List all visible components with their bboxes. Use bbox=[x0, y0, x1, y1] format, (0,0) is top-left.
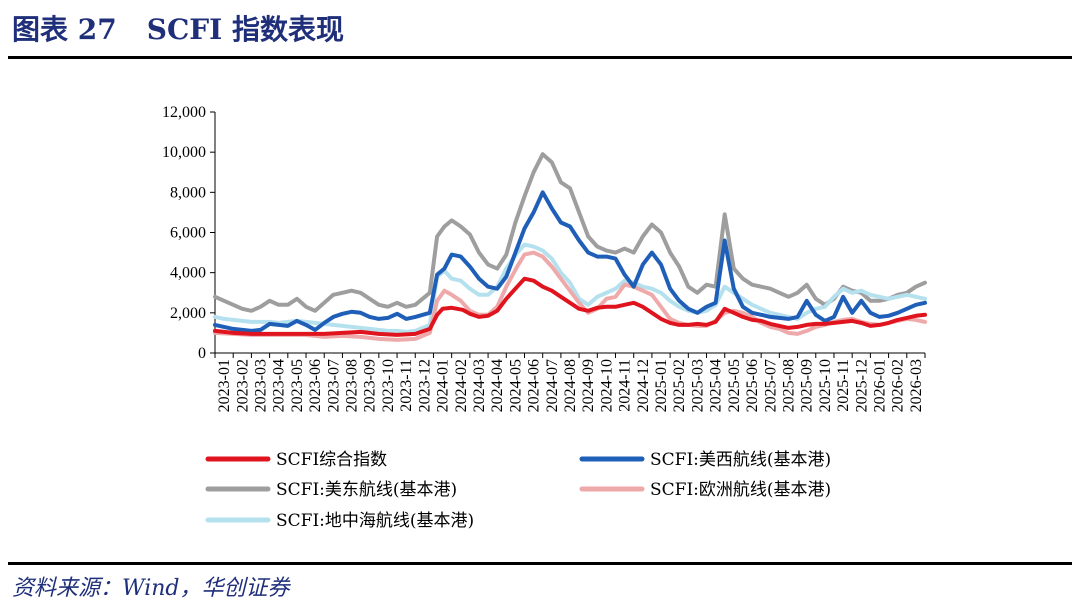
x-tick-label: 2023-06 bbox=[307, 359, 324, 412]
x-tick-label: 2024-08 bbox=[562, 359, 579, 412]
x-axis: 2023-01 2023-02 2023-03 2023-04 2023-05 2023-… bbox=[214, 352, 926, 412]
x-tick-label: 2023-12 bbox=[416, 359, 433, 412]
x-tick-label: 2024-11 bbox=[617, 359, 634, 412]
x-tick-label: 2024-03 bbox=[471, 359, 488, 412]
legend-label: SCFI:美东航线(基本港) bbox=[276, 480, 457, 500]
x-tick-label: 2026-03 bbox=[908, 359, 925, 412]
x-tick-label: 2025-05 bbox=[726, 359, 743, 412]
y-tick-label: 4,000 bbox=[170, 265, 206, 282]
x-tick-label: 2023-11 bbox=[398, 359, 415, 412]
x-tick-label: 2025-04 bbox=[708, 359, 725, 412]
x-tick-label: 2023-08 bbox=[344, 359, 361, 412]
y-axis: 0 2,000 4,000 6,000 8,000 10,000 12,000 bbox=[162, 104, 216, 362]
x-tick-label: 2023-05 bbox=[289, 359, 306, 412]
x-tick-label: 2025-02 bbox=[671, 359, 688, 412]
legend-label: SCFI:地中海航线(基本港) bbox=[276, 511, 474, 531]
series-line-1 bbox=[213, 190, 927, 333]
x-tick-label: 2025-01 bbox=[653, 359, 670, 412]
y-tick-label: 10,000 bbox=[162, 144, 206, 161]
legend: SCFI综合指数 SCFI:美西航线(基本港) SCFI:美东航线(基本港) SCFI… bbox=[205, 450, 831, 531]
x-tick-label: 2023-01 bbox=[216, 359, 233, 412]
x-tick-label: 2025-07 bbox=[762, 359, 779, 412]
x-tick-label: 2025-08 bbox=[780, 359, 797, 412]
series-line-4 bbox=[213, 242, 927, 334]
x-tick-label: 2025-12 bbox=[853, 359, 870, 412]
figure-header: 图表 27 SCFI 指数表现 bbox=[12, 8, 344, 48]
x-tick-label: 2025-03 bbox=[689, 359, 706, 412]
x-tick-label: 2023-09 bbox=[362, 359, 379, 412]
x-tick-label: 2023-10 bbox=[380, 359, 397, 412]
x-tick-label: 2023-07 bbox=[325, 359, 342, 412]
x-tick-label: 2023-04 bbox=[271, 359, 288, 412]
x-tick-label: 2024-12 bbox=[635, 359, 652, 412]
x-tick-label: 2025-11 bbox=[835, 359, 852, 412]
header-rule bbox=[8, 56, 1072, 59]
x-tick-label: 2026-01 bbox=[871, 359, 888, 412]
x-tick-label: 2024-04 bbox=[489, 359, 506, 412]
legend-label: SCFI综合指数 bbox=[276, 450, 387, 470]
y-tick-label: 12,000 bbox=[162, 104, 206, 121]
y-tick-label: 6,000 bbox=[170, 225, 206, 242]
y-tick-label: 8,000 bbox=[170, 184, 206, 201]
legend-label: SCFI:欧洲航线(基本港) bbox=[650, 480, 831, 500]
x-tick-label: 2024-09 bbox=[580, 359, 597, 412]
x-tick-label: 2024-05 bbox=[507, 359, 524, 412]
source-note: 资料来源：Wind，华创证券 bbox=[12, 576, 290, 601]
series-line-0 bbox=[213, 276, 927, 337]
x-tick-label: 2023-03 bbox=[253, 359, 270, 412]
x-tick-label: 2024-10 bbox=[598, 359, 615, 412]
series-layer bbox=[213, 152, 927, 342]
x-tick-label: 2025-09 bbox=[799, 359, 816, 412]
figure-label: 图表 27 bbox=[12, 13, 117, 46]
x-tick-label: 2024-07 bbox=[544, 359, 561, 412]
chart-title: SCFI 指数表现 bbox=[146, 13, 344, 46]
y-tick-label: 0 bbox=[198, 345, 206, 362]
x-tick-label: 2024-01 bbox=[435, 359, 452, 412]
footer-rule bbox=[8, 562, 1072, 565]
x-tick-label: 2025-06 bbox=[744, 359, 761, 412]
x-tick-label: 2026-02 bbox=[890, 359, 907, 412]
x-tick-label: 2025-10 bbox=[817, 359, 834, 412]
x-tick-label: 2024-06 bbox=[526, 359, 543, 412]
legend-label: SCFI:美西航线(基本港) bbox=[650, 450, 831, 470]
x-tick-label: 2024-02 bbox=[453, 359, 470, 412]
series-line-2 bbox=[213, 152, 927, 313]
x-tick-label: 2023-02 bbox=[234, 359, 251, 412]
line-chart: 0 2,000 4,000 6,000 8,000 10,000 12,000 2023-0… bbox=[162, 104, 927, 531]
y-tick-label: 2,000 bbox=[170, 305, 206, 322]
